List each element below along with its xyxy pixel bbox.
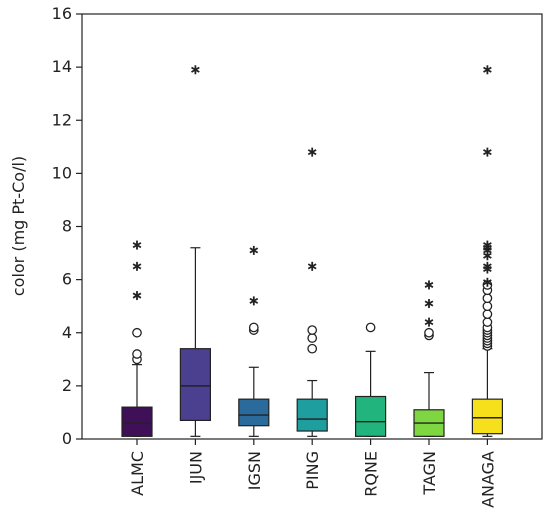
y-tick-label: 12 xyxy=(52,110,72,129)
iqr-box xyxy=(179,348,211,422)
y-tick-label: 8 xyxy=(62,217,72,236)
outlier-star xyxy=(132,291,142,301)
outlier-circle xyxy=(482,293,493,304)
x-tick-label: RQNE xyxy=(362,451,381,497)
outlier-star xyxy=(483,65,492,75)
outlier-circle xyxy=(307,325,318,335)
outlier-circle xyxy=(248,322,259,333)
box-ijun xyxy=(179,65,211,437)
outlier-star xyxy=(249,245,259,255)
box-ping xyxy=(296,147,328,437)
y-tick-label: 4 xyxy=(62,323,72,342)
outlier-circle xyxy=(482,301,493,312)
y-tick-label: 16 xyxy=(52,4,72,23)
x-tick-label: IGSN xyxy=(245,451,264,490)
outlier-circle xyxy=(482,317,493,327)
outlier-star xyxy=(483,277,492,287)
plot-frame xyxy=(81,13,543,440)
outlier-star xyxy=(483,147,492,157)
outlier-star xyxy=(424,317,434,327)
outlier-circle xyxy=(424,327,434,338)
x-tick-label: PING xyxy=(303,451,322,490)
outlier-star xyxy=(249,296,259,306)
y-tick-label: 6 xyxy=(62,270,72,289)
box-rqne xyxy=(355,322,387,437)
y-axis-label: color (mg Pt-Co/l) xyxy=(9,156,28,296)
outlier-star xyxy=(483,261,492,271)
iqr-box xyxy=(471,398,503,435)
outlier-star xyxy=(483,240,492,250)
x-tick-label: ANAGA xyxy=(478,451,497,508)
box-anaga xyxy=(471,65,503,437)
outlier-circle xyxy=(307,333,318,343)
boxes-layer xyxy=(121,65,503,437)
y-tick-label: 0 xyxy=(62,429,72,448)
y-tick-label: 2 xyxy=(62,376,72,395)
x-tick-label: IJUN xyxy=(186,451,205,484)
box-tagn xyxy=(413,280,445,437)
outlier-star xyxy=(424,299,434,309)
x-tick-label: TAGN xyxy=(420,451,439,496)
outlier-star xyxy=(191,65,200,75)
outlier-star xyxy=(132,261,142,271)
iqr-box xyxy=(296,398,328,432)
outlier-circle xyxy=(307,343,318,354)
iqr-box xyxy=(238,398,270,427)
iqr-box xyxy=(355,395,387,437)
outlier-star xyxy=(132,240,142,250)
outlier-circle xyxy=(482,309,493,320)
outlier-circle xyxy=(365,322,376,333)
x-tick-label: ALMC xyxy=(128,451,147,496)
y-tick-label: 10 xyxy=(52,163,72,182)
x-axis: ALMC IJUN IGSN PING RQNE TAGN ANAGA xyxy=(128,439,497,508)
outlier-star xyxy=(307,147,317,157)
iqr-box xyxy=(121,406,153,437)
y-tick-label: 14 xyxy=(52,57,72,76)
outlier-star xyxy=(424,280,434,290)
box-igsn xyxy=(238,245,270,437)
outlier-circle xyxy=(132,349,142,359)
outlier-circle xyxy=(132,327,142,338)
box-almc xyxy=(121,240,153,437)
outlier-star xyxy=(307,261,317,271)
y-axis: 0 2 4 6 8 10 12 14 16 xyxy=(52,4,82,448)
